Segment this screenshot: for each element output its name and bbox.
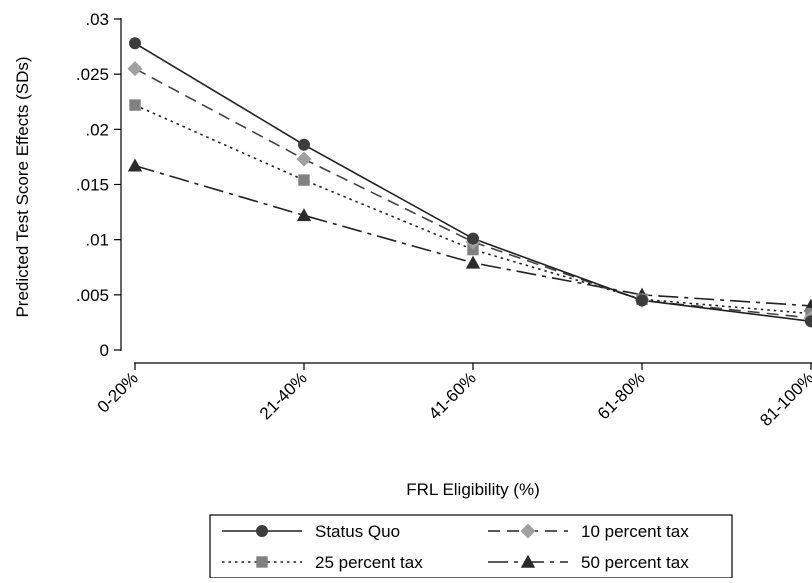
series-point [467,233,479,245]
axes: 0 .005 .01 .015 .02 .025 .03 0-20% 21-40% 41-60%… [76,10,812,430]
x-tick-label: 61-80% [594,368,649,423]
legend-marker [256,525,268,537]
series-markers [128,37,812,327]
series-line [135,43,811,321]
y-tick-label: .03 [85,10,109,29]
series-point [297,152,312,167]
legend-label: 10 percent tax [581,522,689,541]
legend: Status Quo 10 percent tax 25 percent tax 50… [210,515,732,578]
series-point [466,256,480,269]
x-tick-label: 21-40% [256,368,311,423]
series-point [128,159,142,172]
y-tick-label: .02 [85,120,109,139]
x-ticks: 0-20% 21-40% 41-60% 61-80% 81-100% [94,363,812,430]
y-tick-label: .005 [76,286,109,305]
y-tick-label: 0 [100,341,109,360]
y-tick-label: .01 [85,231,109,250]
y-tick-label: .015 [76,176,109,195]
x-tick-label: 81-100% [756,368,812,430]
series-point [636,294,648,306]
x-tick-label: 0-20% [94,368,142,416]
y-tick-label: .025 [76,65,109,84]
x-tick-label: 41-60% [425,368,480,423]
legend-label: 50 percent tax [581,553,689,572]
series-point [298,174,309,185]
series-lines [135,43,811,321]
series-point [128,61,143,76]
series-line [135,69,811,318]
x-axis-title: FRL Eligibility (%) [406,480,540,499]
series-line [135,105,811,314]
legend-label: 25 percent tax [315,553,423,572]
series-point [129,99,140,110]
legend-label: Status Quo [315,522,400,541]
y-axis-title: Predicted Test Score Effects (SDs) [13,56,32,317]
series-point [129,37,141,49]
legend-marker [256,556,267,567]
y-ticks: 0 .005 .01 .015 .02 .025 .03 [76,10,121,360]
series-point [298,139,310,151]
